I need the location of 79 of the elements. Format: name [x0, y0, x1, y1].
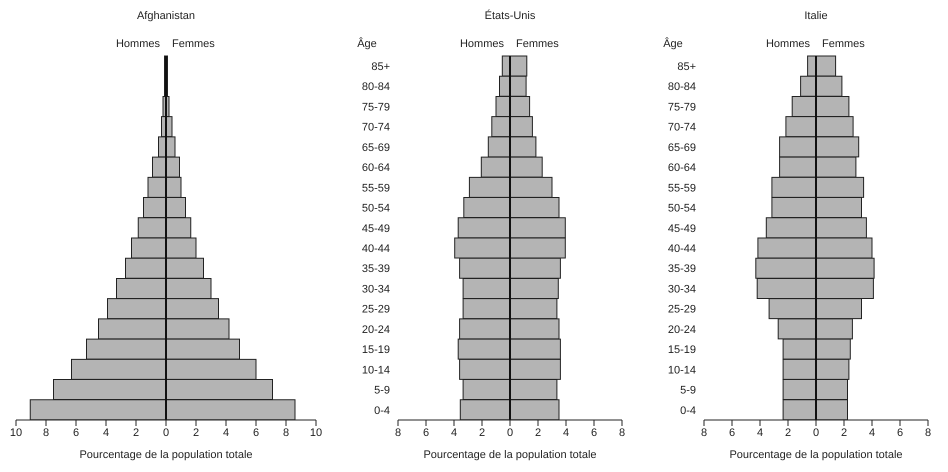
x-axis-title: Pourcentage de la population totale [79, 449, 253, 461]
x-tick-label: 8 [282, 426, 290, 439]
series-label: Hommes [458, 38, 504, 50]
x-tick-label: 2 [534, 426, 542, 439]
series-label: Femmes [172, 38, 216, 50]
y-tick-label: 25-29 [362, 304, 390, 316]
x-tick-label: 4 [450, 426, 458, 439]
x-tick-label: 2 [840, 426, 848, 439]
y-tick-label: 70-74 [362, 122, 390, 134]
y-tick-label: 15-19 [668, 344, 696, 356]
y-tick-label: 0-4 [680, 404, 696, 417]
y-tick-label: 40-44 [668, 243, 696, 256]
x-axis-title: Pourcentage de la population totale [423, 449, 597, 461]
y-tick-label: 75-79 [668, 101, 696, 114]
y-tick-label: 85+ [371, 61, 390, 74]
x-tick-label: 0 [812, 426, 820, 439]
x-tick-label: 2 [192, 426, 200, 439]
x-tick-label: 0 [162, 426, 170, 439]
x-tick-label: 6 [252, 426, 260, 439]
y-tick-label: 45-49 [668, 222, 696, 235]
y-axis-title: Âge [662, 38, 684, 50]
series-label: Femmes [516, 38, 560, 50]
x-tick-label: 2 [132, 426, 140, 439]
y-tick-label: 55-59 [668, 182, 696, 194]
x-tick-label: 6 [422, 426, 430, 439]
y-tick-label: 5-9 [374, 384, 390, 397]
y-tick-label: 30-34 [668, 283, 696, 296]
y-tick-label: 30-34 [362, 283, 390, 296]
y-tick-label: 5-9 [680, 384, 696, 397]
y-tick-label: 40-44 [362, 243, 390, 256]
x-tick-label: 2 [784, 426, 792, 439]
x-tick-label: 10 [310, 426, 322, 439]
x-tick-label: 6 [590, 426, 598, 439]
x-tick-label: 4 [222, 426, 230, 439]
y-tick-label: 25-29 [668, 304, 696, 316]
x-tick-label: 6 [728, 426, 736, 439]
y-tick-label: 60-64 [668, 162, 696, 174]
y-tick-label: 85+ [677, 61, 696, 74]
x-tick-label: 8 [42, 426, 50, 439]
y-axis-title: Âge [356, 38, 378, 50]
x-tick-label: 10 [10, 426, 22, 439]
series-label: Femmes [822, 38, 866, 50]
x-tick-label: 4 [756, 426, 764, 439]
y-tick-label: 80-84 [362, 81, 390, 94]
x-tick-label: 6 [896, 426, 904, 439]
x-tick-label: 2 [478, 426, 486, 439]
x-tick-label: 4 [868, 426, 876, 439]
y-tick-label: 50-54 [362, 202, 390, 215]
y-tick-label: 50-54 [668, 202, 696, 215]
x-tick-label: 8 [618, 426, 626, 439]
x-axis-title: Pourcentage de la population totale [729, 449, 903, 461]
x-tick-label: 4 [102, 426, 110, 439]
y-tick-label: 80-84 [668, 81, 696, 94]
y-tick-label: 65-69 [668, 142, 696, 154]
y-tick-label: 10-14 [362, 364, 390, 376]
y-tick-label: 75-79 [362, 101, 390, 114]
chart-title: Afghanistan [136, 10, 196, 22]
y-tick-label: 0-4 [374, 404, 390, 417]
y-tick-label: 20-24 [668, 324, 696, 336]
y-tick-label: 60-64 [362, 162, 390, 174]
y-tick-label: 70-74 [668, 122, 696, 134]
series-label: Hommes [764, 38, 810, 50]
y-tick-label: 15-19 [362, 344, 390, 356]
x-tick-label: 6 [72, 426, 80, 439]
y-tick-label: 35-39 [362, 263, 390, 276]
x-tick-label: 8 [394, 426, 402, 439]
x-tick-label: 4 [562, 426, 570, 439]
chart-title: Italie [803, 10, 829, 22]
x-tick-label: 8 [924, 426, 932, 439]
y-tick-label: 65-69 [362, 142, 390, 154]
series-label: Hommes [114, 38, 160, 50]
y-tick-label: 45-49 [362, 222, 390, 235]
y-tick-label: 35-39 [668, 263, 696, 276]
y-tick-label: 10-14 [668, 364, 696, 376]
x-tick-label: 8 [700, 426, 708, 439]
y-tick-label: 55-59 [362, 182, 390, 194]
chart-title: États-Unis [484, 10, 536, 22]
x-tick-label: 0 [506, 426, 514, 439]
y-tick-label: 20-24 [362, 324, 390, 336]
